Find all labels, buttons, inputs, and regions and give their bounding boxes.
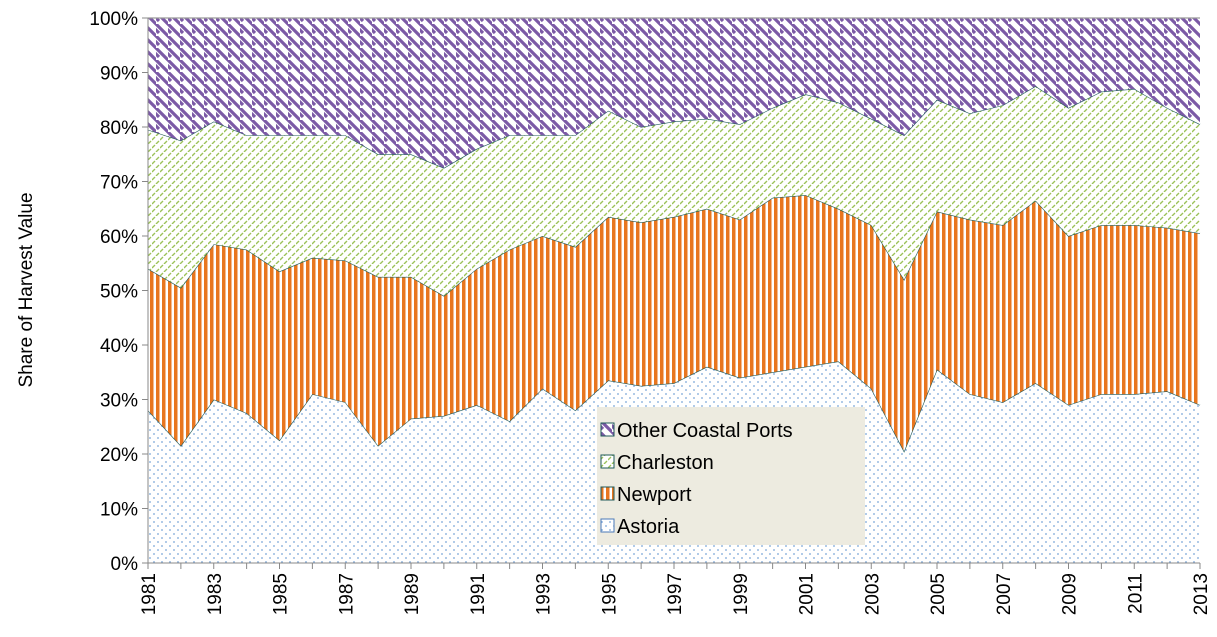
x-tick-label: 1981 [139, 573, 160, 615]
x-tick-label: 1999 [731, 573, 752, 615]
legend-swatch [600, 422, 615, 437]
x-tick-label: 1993 [534, 573, 555, 615]
x-tick-label: 1989 [402, 573, 423, 615]
x-tick-label: 1997 [665, 573, 686, 615]
x-tick-label: 1987 [336, 573, 357, 615]
x-tick-label: 2007 [994, 573, 1015, 615]
x-tick-label: 2003 [862, 573, 883, 615]
y-tick-label: 90% [100, 64, 138, 85]
y-tick-label: 100% [89, 9, 138, 30]
legend-label: Newport [617, 484, 692, 506]
legend-swatch [600, 486, 615, 501]
y-tick-label: 50% [100, 282, 138, 303]
y-tick-label: 60% [100, 227, 138, 248]
x-tick-label: 1985 [271, 573, 292, 615]
y-axis-label: Share of Harvest Value [16, 192, 37, 387]
legend-swatch [600, 518, 615, 533]
x-tick-label: 2001 [797, 573, 818, 615]
area [148, 195, 1200, 452]
legend: Other Coastal Ports Charleston Newport Asto… [597, 407, 865, 545]
y-tick-label: 0% [111, 554, 139, 575]
x-tick-label: 1991 [468, 573, 489, 615]
y-tick-label: 40% [100, 336, 138, 357]
legend-label: Other Coastal Ports [617, 420, 793, 442]
x-tick-label: 1983 [205, 573, 226, 615]
x-tick-label: 2005 [928, 573, 949, 615]
y-tick-label: 70% [100, 173, 138, 194]
legend-label: Astoria [617, 516, 680, 538]
area [148, 18, 1200, 168]
x-tick-label: 2013 [1191, 573, 1212, 615]
y-tick-label: 80% [100, 118, 138, 139]
x-tick-label: 2009 [1060, 573, 1081, 615]
y-tick-label: 30% [100, 391, 138, 412]
x-tick-label: 1995 [599, 573, 620, 615]
x-tick-label: 2011 [1125, 573, 1146, 614]
legend-swatch [600, 454, 615, 469]
y-tick-label: 10% [100, 500, 138, 521]
y-tick-label: 20% [100, 445, 138, 466]
area [148, 86, 1200, 296]
legend-label: Charleston [617, 452, 714, 474]
legend-box [597, 407, 865, 545]
